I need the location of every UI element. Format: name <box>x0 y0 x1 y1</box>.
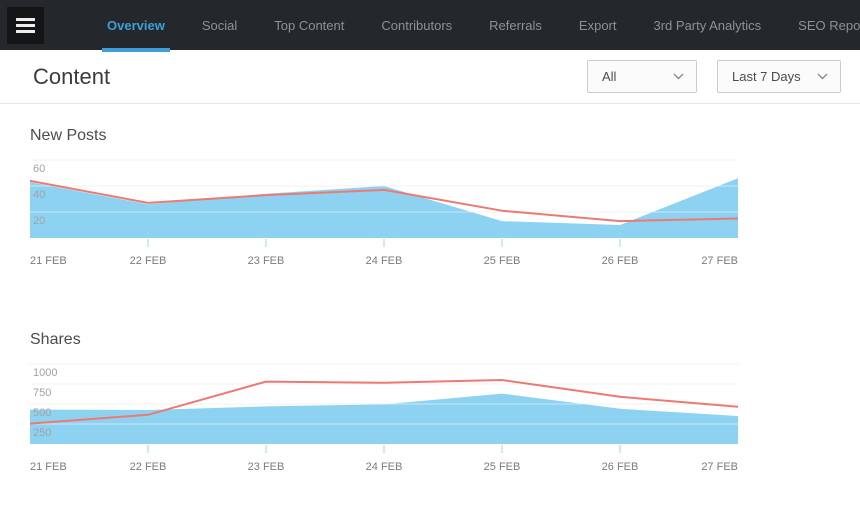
nav-tab-3rd-party-analytics[interactable]: 3rd Party Analytics <box>653 17 762 33</box>
line-series <box>30 379 738 425</box>
x-axis-label: 27 FEB <box>701 255 738 267</box>
content-type-dropdown-value: All <box>602 69 617 84</box>
nav-tab-seo-report[interactable]: SEO Report <box>798 17 860 33</box>
section-new-posts: New Posts 60 40 20 21 FEB 22 FEB 23 FEB 24 FE… <box>30 127 738 268</box>
area-series <box>30 393 738 444</box>
date-range-dropdown[interactable]: Last 7 Days <box>717 60 841 93</box>
date-range-dropdown-value: Last 7 Days <box>732 69 801 84</box>
new-posts-chart-svg <box>30 159 738 247</box>
page-title: Content <box>33 63 111 89</box>
hamburger-menu-icon[interactable] <box>7 7 44 44</box>
x-axis-label: 26 FEB <box>601 461 639 473</box>
x-axis-label: 22 FEB <box>129 461 167 473</box>
nav-tab-contributors[interactable]: Contributors <box>381 17 453 33</box>
nav-tab-referrals[interactable]: Referrals <box>489 17 542 33</box>
content-type-dropdown[interactable]: All <box>587 60 697 93</box>
x-axis-label: 21 FEB <box>30 255 67 267</box>
nav-tab-export[interactable]: Export <box>578 17 617 33</box>
chevron-down-icon <box>803 73 828 80</box>
section-shares: Shares 1000 750 500 250 21 FEB 22 FEB 23 FEB 2… <box>30 331 738 474</box>
x-axis-label: 26 FEB <box>601 255 639 267</box>
area-series <box>30 178 738 238</box>
nav-tab-social[interactable]: Social <box>201 17 238 33</box>
shares-chart: 1000 750 500 250 <box>30 360 738 455</box>
nav-tab-overview[interactable]: Overview <box>102 0 170 52</box>
x-axis-label: 21 FEB <box>30 461 67 473</box>
page-header: Content All Last 7 Days <box>0 50 860 104</box>
section-title-shares: Shares <box>30 331 81 348</box>
x-axis-label: 27 FEB <box>701 461 738 473</box>
shares-chart-svg <box>30 363 738 453</box>
x-axis-label: 22 FEB <box>129 255 167 267</box>
x-axis-labels: 21 FEB 22 FEB 23 FEB 24 FEB 25 FEB 26 FEB 27 F… <box>30 461 738 474</box>
nav-tabs: Overview Social Top Content Contributors Ref… <box>102 0 860 52</box>
filters: All Last 7 Days <box>587 60 841 93</box>
top-navbar: Overview Social Top Content Contributors Ref… <box>0 0 860 52</box>
x-axis-label: 23 FEB <box>247 461 285 473</box>
x-axis-labels: 21 FEB 22 FEB 23 FEB 24 FEB 25 FEB 26 FEB 27 F… <box>30 255 738 268</box>
x-axis-label: 23 FEB <box>247 255 285 267</box>
line-series <box>30 179 738 223</box>
x-axis-label: 25 FEB <box>483 255 521 267</box>
new-posts-chart: 60 40 20 <box>30 156 738 249</box>
x-axis-label: 24 FEB <box>365 255 403 267</box>
x-axis-label: 24 FEB <box>365 461 403 473</box>
nav-tab-top-content[interactable]: Top Content <box>274 17 345 33</box>
section-title-new-posts: New Posts <box>30 127 107 144</box>
chevron-down-icon <box>659 73 684 80</box>
active-tab-underline <box>102 48 170 52</box>
x-axis-label: 25 FEB <box>483 461 521 473</box>
